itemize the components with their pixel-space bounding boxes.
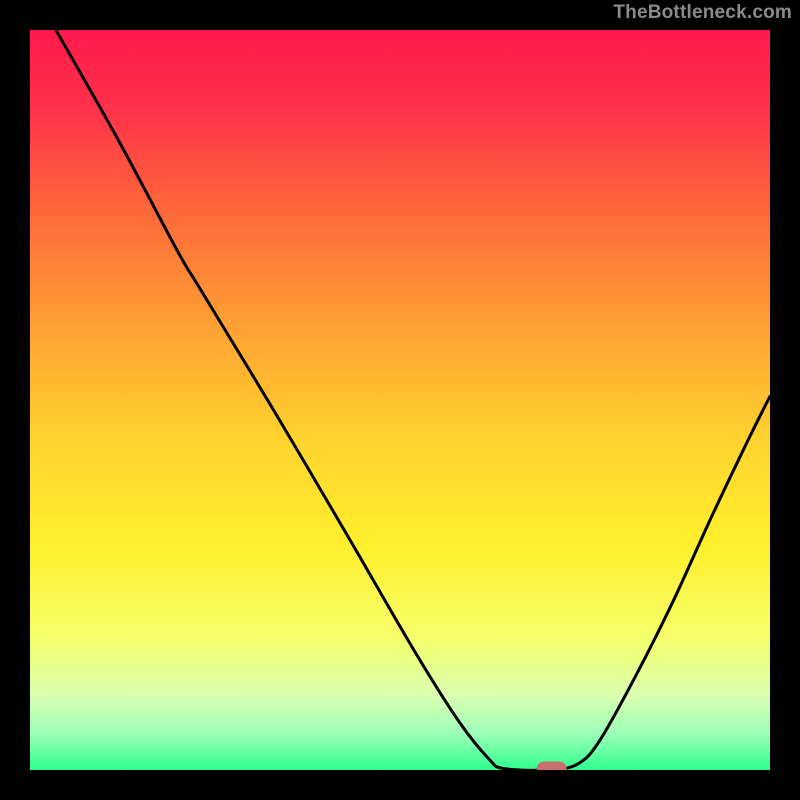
gradient-background [30, 30, 770, 770]
optimum-marker [537, 762, 567, 776]
bottleneck-curve-chart [0, 0, 800, 800]
chart-frame: TheBottleneck.com [0, 0, 800, 800]
